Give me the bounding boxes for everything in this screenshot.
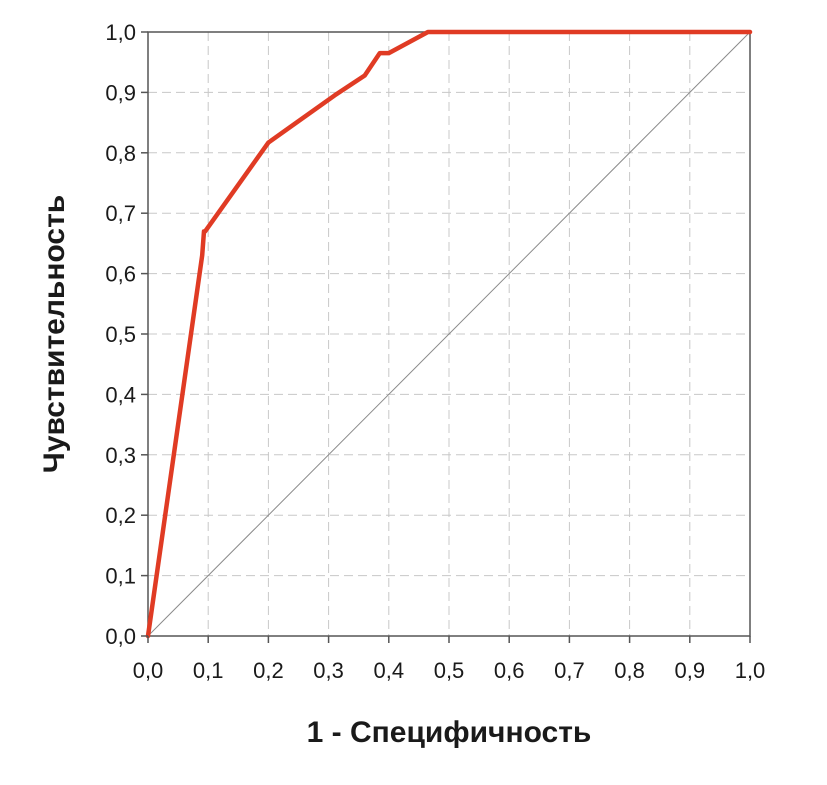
x-tick-label: 0,2 <box>253 658 284 683</box>
y-tick-label: 0,5 <box>105 322 136 347</box>
x-tick-label: 0,6 <box>494 658 525 683</box>
y-tick-label: 0,1 <box>105 564 136 589</box>
y-tick-label: 1,0 <box>105 20 136 45</box>
grid-lines <box>148 32 750 636</box>
y-tick-labels: 0,0 0,1 0,2 0,3 0,4 0,5 0,6 0,7 0,8 0,9 1,0 <box>105 20 148 649</box>
y-tick-label: 0,4 <box>105 382 136 407</box>
x-axis-title: 1 - Специфичность <box>307 716 592 749</box>
x-tick-labels: 0,0 0,1 0,2 0,3 0,4 0,5 0,6 0,7 0,8 0,9 1,0 <box>133 636 766 683</box>
x-tick-label: 0,1 <box>193 658 224 683</box>
x-tick-label: 0,3 <box>313 658 344 683</box>
x-tick-label: 1,0 <box>735 658 766 683</box>
y-tick-label: 0,6 <box>105 262 136 287</box>
x-tick-label: 0,9 <box>675 658 706 683</box>
x-tick-label: 0,5 <box>434 658 465 683</box>
x-tick-label: 0,4 <box>374 658 405 683</box>
reference-diagonal-line <box>147 31 751 637</box>
y-tick-label: 0,8 <box>105 141 136 166</box>
series-layer <box>145 29 753 639</box>
y-tick-label: 0,2 <box>105 503 136 528</box>
x-tick-label: 0,0 <box>133 658 164 683</box>
y-tick-label: 0,7 <box>105 201 136 226</box>
roc-curve-line <box>145 29 753 639</box>
y-axis-title: Чувствительность <box>38 195 71 473</box>
x-tick-label: 0,8 <box>614 658 645 683</box>
x-tick-label: 0,7 <box>554 658 585 683</box>
y-tick-label: 0,3 <box>105 443 136 468</box>
y-tick-label: 0,9 <box>105 80 136 105</box>
y-tick-label: 0,0 <box>105 624 136 649</box>
